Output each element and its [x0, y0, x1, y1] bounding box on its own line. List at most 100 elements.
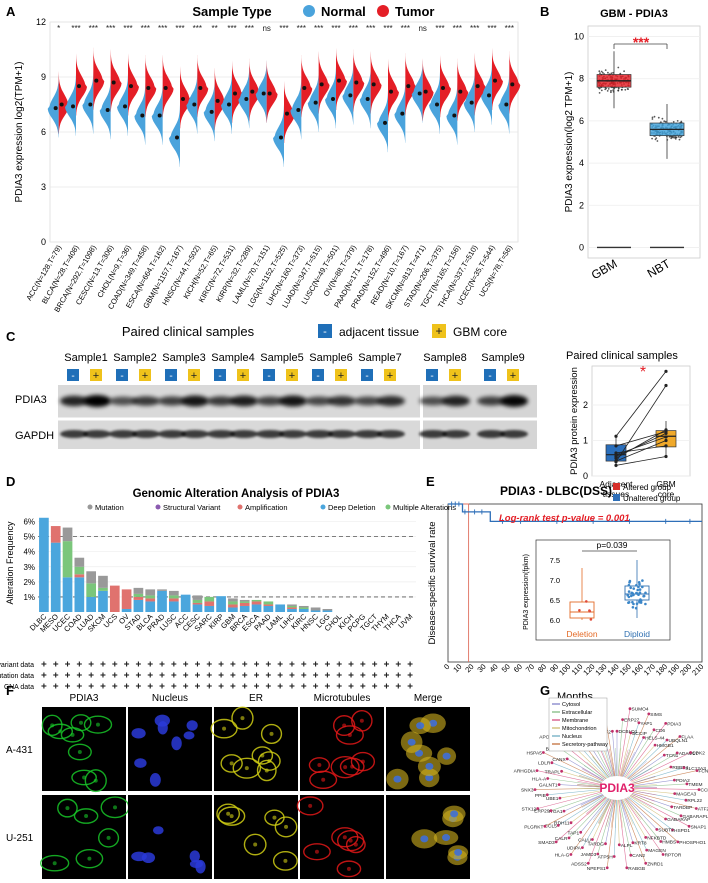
network-gene-label: CD6	[656, 728, 666, 734]
d-track-label: Structural variant data	[0, 662, 34, 669]
violin-tumor-median	[441, 86, 445, 90]
violin-tumor	[145, 55, 157, 118]
inset-point	[644, 591, 647, 595]
network-center-label: PDIA3	[599, 781, 635, 795]
sample-label: Sample5	[260, 352, 303, 364]
micro-cell-core	[348, 838, 353, 843]
b-point	[651, 137, 653, 140]
panel-c-significance: *	[640, 364, 646, 381]
micro-nucleus	[157, 721, 168, 735]
micro-nucleus-merge	[420, 835, 429, 843]
d-bar-segment	[251, 601, 262, 605]
network-edge	[616, 787, 628, 868]
network-gene-label: CALU	[578, 838, 591, 844]
lane-marker-adjacent	[116, 369, 128, 381]
lane-marker-adjacent	[263, 369, 275, 381]
network-node	[557, 783, 561, 786]
micro-cell-core	[284, 824, 289, 829]
b-point	[604, 88, 607, 91]
network-gene-label: SUMO4	[632, 707, 649, 713]
band-gapdh	[500, 430, 528, 438]
band-gapdh	[442, 430, 470, 438]
network-node	[596, 852, 600, 856]
inset-point	[638, 600, 641, 603]
inset-point	[636, 588, 639, 592]
micro-cell-core	[87, 856, 92, 861]
d-bar-segment	[86, 571, 96, 584]
inset-point	[585, 600, 588, 603]
d-bar-segment	[86, 596, 96, 612]
b-point	[612, 89, 614, 91]
violin-tumor	[422, 58, 434, 121]
b-point	[610, 72, 613, 75]
network-node	[549, 809, 553, 813]
micro-tile	[128, 707, 212, 791]
violin-tumor	[492, 47, 503, 110]
violin-tumor	[58, 71, 70, 134]
c-pair-line	[615, 431, 667, 447]
panel-a-significance: * *** *** *** *** *** *** *** *** ** *** *** ns *** **…	[57, 24, 514, 33]
d-bar-segment	[310, 610, 321, 612]
violin-tumor	[249, 58, 261, 121]
network-edge	[616, 787, 664, 855]
micro-nucleus	[189, 850, 200, 863]
inset-point	[637, 585, 640, 589]
network-gene-label: ERP27	[624, 718, 640, 724]
inset-point	[642, 594, 645, 598]
micro-cell	[73, 808, 99, 824]
panel-b-x-labels: GBM NBT	[589, 256, 673, 282]
network-node	[675, 751, 679, 755]
micro-cell	[274, 816, 298, 838]
violin-normal	[221, 71, 232, 134]
panel-e-ylabel: Disease-specific survival rate	[427, 521, 438, 644]
d-bar-segment	[204, 596, 215, 602]
network-node	[694, 807, 698, 810]
b-point	[670, 137, 673, 140]
network-edge	[616, 708, 631, 789]
panel-f: PDIA3 Nucleus ER Microtubules Merge A-431 U-25…	[6, 693, 470, 879]
b-point	[617, 66, 620, 69]
violin-normal-median	[348, 93, 353, 98]
b-point	[606, 90, 609, 92]
panel-c-pairs	[614, 369, 668, 467]
network-gene-label: ITGA1	[549, 809, 563, 815]
violin-normal-median	[504, 102, 509, 107]
violin-tumor-median	[250, 89, 255, 94]
network-gene-label: ALPL	[621, 843, 633, 849]
violin-tumor-median	[77, 84, 81, 89]
micro-nucleus	[186, 720, 198, 731]
d-legend-label: Structural Variant	[163, 503, 221, 512]
micro-row-label: U-251	[6, 833, 34, 844]
d-bar-segment	[169, 598, 179, 602]
d-track-label: CNA data	[4, 684, 34, 691]
d-bar-segment	[133, 593, 144, 597]
network-gene-label: RPTOR	[665, 853, 682, 859]
lane-marker-core	[188, 369, 200, 381]
panel-g: DCBLD1ERP27SUMO4BCCIPYAP1SIMSHELS-44CD6P…	[514, 697, 708, 872]
c-pair-line	[615, 456, 667, 466]
band-pdia3	[377, 395, 405, 407]
b-ytick-label: 6	[579, 116, 584, 126]
c-pair-point	[664, 383, 668, 388]
network-node	[684, 798, 688, 802]
d-legend-label: Multiple Alterations	[393, 503, 456, 512]
network-node	[673, 778, 676, 782]
panel-d-data-tracks: Structural variant data Mutation data CNA …	[0, 661, 413, 691]
significance-label: ***	[141, 24, 150, 33]
network-gene-label: TARDBP	[673, 805, 692, 811]
network-center-halo	[600, 776, 634, 800]
violin-normal	[169, 104, 180, 167]
d-bar-segment	[251, 599, 262, 602]
c-pair-point	[614, 460, 618, 464]
lane-marker-core-symbol: +	[289, 370, 295, 382]
b-x-label: GBM	[589, 256, 620, 282]
b-point	[623, 70, 625, 73]
network-gene-label: RPL22	[687, 798, 702, 804]
lane-marker-core	[449, 369, 461, 381]
panel-b-significance: ***	[633, 34, 650, 50]
significance-label: **	[212, 24, 218, 33]
blot-row-pdia3: PDIA3	[15, 394, 47, 406]
inset-point	[589, 618, 593, 621]
micro-row-label: A-431	[6, 745, 33, 756]
